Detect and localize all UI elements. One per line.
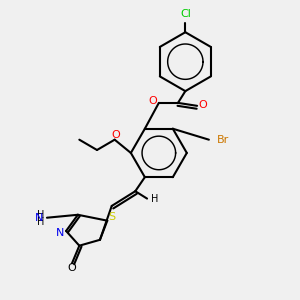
Text: N: N — [35, 213, 44, 223]
Text: H: H — [151, 194, 158, 204]
Text: Cl: Cl — [180, 9, 191, 19]
Text: O: O — [111, 130, 120, 140]
Text: O: O — [198, 100, 207, 110]
Text: H: H — [38, 217, 45, 226]
Text: N: N — [56, 228, 64, 238]
Text: H: H — [38, 210, 45, 220]
Text: O: O — [67, 263, 76, 273]
Text: O: O — [148, 96, 157, 106]
Text: S: S — [108, 212, 115, 222]
Text: Br: Br — [217, 135, 230, 145]
